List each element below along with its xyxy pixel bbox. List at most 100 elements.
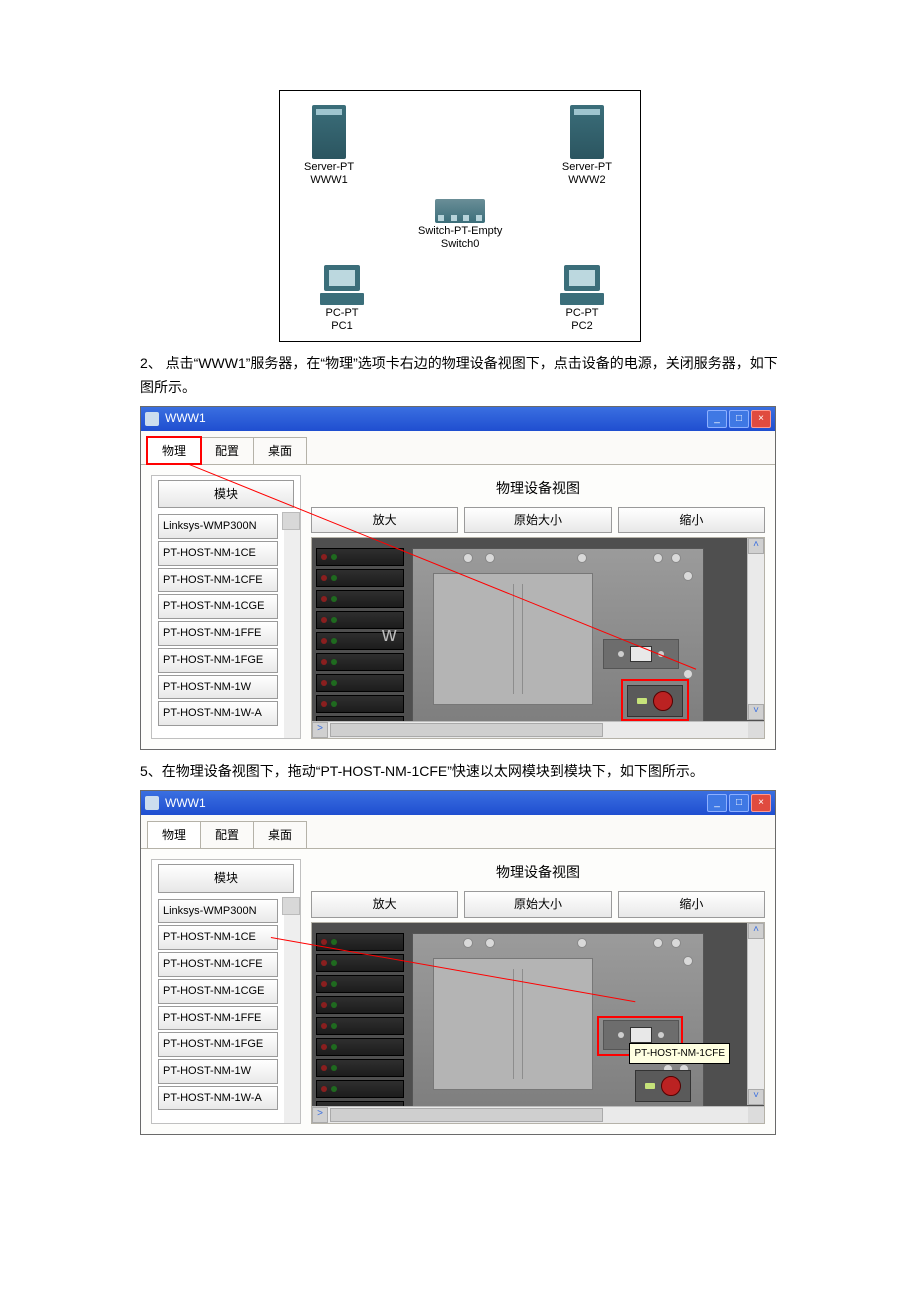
titlebar[interactable]: WWW1 _ □ × — [141, 407, 775, 431]
pc1: PC-PT PC1 — [320, 265, 364, 333]
module-item[interactable]: PT-HOST-NM-1FGE — [158, 648, 278, 673]
minimize-button[interactable]: _ — [707, 794, 727, 812]
tab-desktop[interactable]: 桌面 — [253, 821, 307, 848]
zoom-in-button[interactable]: 放大 — [311, 507, 458, 533]
vertical-scrollbar[interactable]: ˄ ˅ — [747, 538, 764, 720]
module-item[interactable]: PT-HOST-NM-1W — [158, 1059, 278, 1084]
pc-icon — [320, 265, 364, 305]
switch-icon — [435, 199, 485, 223]
chassis-icon[interactable] — [412, 548, 704, 726]
tab-config[interactable]: 配置 — [200, 821, 254, 848]
horizontal-scrollbar[interactable]: ˂ ˃ — [312, 721, 764, 738]
module-item[interactable]: PT-HOST-NM-1CFE — [158, 952, 278, 977]
module-item[interactable]: PT-HOST-NM-1CGE — [158, 979, 278, 1004]
maximize-button[interactable]: □ — [729, 410, 749, 428]
module-list[interactable]: Linksys-WMP300N PT-HOST-NM-1CE PT-HOST-N… — [152, 512, 300, 738]
server-icon — [312, 105, 346, 159]
device-window-2: WWW1 _ □ × 物理 配置 桌面 模块 Linksys-WMP300N P… — [140, 790, 776, 1135]
scroll-thumb[interactable] — [330, 723, 603, 737]
module-panel: 模块 Linksys-WMP300N PT-HOST-NM-1CE PT-HOS… — [151, 475, 301, 739]
module-item[interactable]: PT-HOST-NM-1FGE — [158, 1032, 278, 1057]
horizontal-scrollbar[interactable]: ˂ ˃ — [312, 1106, 764, 1123]
device-window-1: WWW1 _ □ × 物理 配置 桌面 模块 Linksys-WMP300N P… — [140, 406, 776, 751]
scroll-up-icon[interactable]: ˄ — [748, 538, 764, 554]
tab-config[interactable]: 配置 — [200, 437, 254, 464]
window-controls: _ □ × — [707, 794, 771, 812]
device-view[interactable]: PT-HOST-NM-1CFE ˄ ˅ ˂ ˃ — [311, 922, 765, 1124]
pc2-type: PC-PT — [560, 307, 604, 320]
scroll-down-icon[interactable]: ˅ — [748, 1089, 764, 1105]
module-item[interactable]: PT-HOST-NM-1W — [158, 675, 278, 700]
window-title: WWW1 — [165, 408, 206, 428]
close-button[interactable]: × — [751, 410, 771, 428]
zoom-in-button[interactable]: 放大 — [311, 891, 458, 917]
module-item[interactable]: PT-HOST-NM-1W-A — [158, 1086, 278, 1111]
server1-name: WWW1 — [304, 174, 354, 187]
scroll-up-icon[interactable] — [282, 897, 300, 915]
tab-row: 物理 配置 桌面 — [141, 431, 775, 465]
module-panel: 模块 Linksys-WMP300N PT-HOST-NM-1CE PT-HOS… — [151, 859, 301, 1123]
server1-type: Server-PT — [304, 161, 354, 174]
device-panel: 物理设备视图 放大 原始大小 缩小 — [311, 475, 765, 739]
tab-row: 物理 配置 桌面 — [141, 815, 775, 849]
zoom-original-button[interactable]: 原始大小 — [464, 507, 611, 533]
module-tooltip: PT-HOST-NM-1CFE — [629, 1043, 730, 1064]
module-item[interactable]: PT-HOST-NM-1FFE — [158, 1006, 278, 1031]
module-item[interactable]: PT-HOST-NM-1CFE — [158, 568, 278, 593]
app-icon — [145, 796, 159, 810]
power-button[interactable] — [635, 1070, 691, 1102]
scroll-right-icon[interactable]: ˃ — [312, 722, 328, 738]
pc2: PC-PT PC2 — [560, 265, 604, 333]
scroll-corner — [748, 1107, 764, 1123]
device-panel: 物理设备视图 放大 原始大小 缩小 — [311, 859, 765, 1123]
tab-desktop[interactable]: 桌面 — [253, 437, 307, 464]
tab-physical[interactable]: 物理 — [147, 437, 201, 464]
chassis-icon[interactable] — [412, 933, 704, 1111]
module-item[interactable]: PT-HOST-NM-1CE — [158, 541, 278, 566]
highlight-box — [621, 679, 689, 721]
device-view-title: 物理设备视图 — [311, 859, 765, 887]
pc-icon — [560, 265, 604, 305]
instruction-step-5: 5、在物理设备视图下，拖动“PT-HOST-NM-1CFE”快速以太网模块到模块… — [140, 760, 780, 784]
zoom-out-button[interactable]: 缩小 — [618, 507, 765, 533]
pc2-name: PC2 — [560, 320, 604, 333]
vertical-scrollbar[interactable]: ˄ ˅ — [747, 923, 764, 1105]
scroll-up-icon[interactable] — [282, 512, 300, 530]
rack-icon — [316, 933, 404, 1122]
window-controls: _ □ × — [707, 410, 771, 428]
tab-physical[interactable]: 物理 — [147, 821, 201, 848]
module-item[interactable]: PT-HOST-NM-1CGE — [158, 594, 278, 619]
server-www2: Server-PT WWW2 — [562, 105, 612, 187]
module-list[interactable]: Linksys-WMP300N PT-HOST-NM-1CE PT-HOST-N… — [152, 897, 300, 1123]
server2-type: Server-PT — [562, 161, 612, 174]
maximize-button[interactable]: □ — [729, 794, 749, 812]
module-header: 模块 — [158, 864, 294, 892]
scroll-corner — [748, 722, 764, 738]
module-item[interactable]: Linksys-WMP300N — [158, 899, 278, 924]
device-view[interactable]: w ˄ ˅ ˂ ˃ — [311, 537, 765, 739]
zoom-original-button[interactable]: 原始大小 — [464, 891, 611, 917]
scroll-down-icon[interactable]: ˅ — [748, 704, 764, 720]
instruction-step-2: 2、 点击“WWW1”服务器，在“物理”选项卡右边的物理设备视图下，点击设备的电… — [140, 352, 780, 400]
module-item[interactable]: PT-HOST-NM-1W-A — [158, 701, 278, 726]
module-item[interactable]: Linksys-WMP300N — [158, 514, 278, 539]
titlebar[interactable]: WWW1 _ □ × — [141, 791, 775, 815]
module-item[interactable]: PT-HOST-NM-1FFE — [158, 621, 278, 646]
close-button[interactable]: × — [751, 794, 771, 812]
server2-name: WWW2 — [562, 174, 612, 187]
zoom-out-button[interactable]: 缩小 — [618, 891, 765, 917]
module-item[interactable]: PT-HOST-NM-1CE — [158, 925, 278, 950]
rack-icon — [316, 548, 404, 737]
pc1-name: PC1 — [320, 320, 364, 333]
work-area: 模块 Linksys-WMP300N PT-HOST-NM-1CE PT-HOS… — [141, 465, 775, 749]
document-page: Server-PT WWW1 Server-PT WWW2 Switch-PT-… — [0, 0, 920, 1185]
scroll-thumb[interactable] — [330, 1108, 603, 1122]
minimize-button[interactable]: _ — [707, 410, 727, 428]
switch-name: Switch0 — [418, 238, 502, 251]
switch-type: Switch-PT-Empty — [418, 225, 502, 238]
scroll-right-icon[interactable]: ˃ — [312, 1107, 328, 1123]
topology-diagram: Server-PT WWW1 Server-PT WWW2 Switch-PT-… — [279, 90, 641, 342]
scroll-up-icon[interactable]: ˄ — [748, 923, 764, 939]
ethernet-port-icon[interactable] — [603, 639, 679, 669]
module-header: 模块 — [158, 480, 294, 508]
